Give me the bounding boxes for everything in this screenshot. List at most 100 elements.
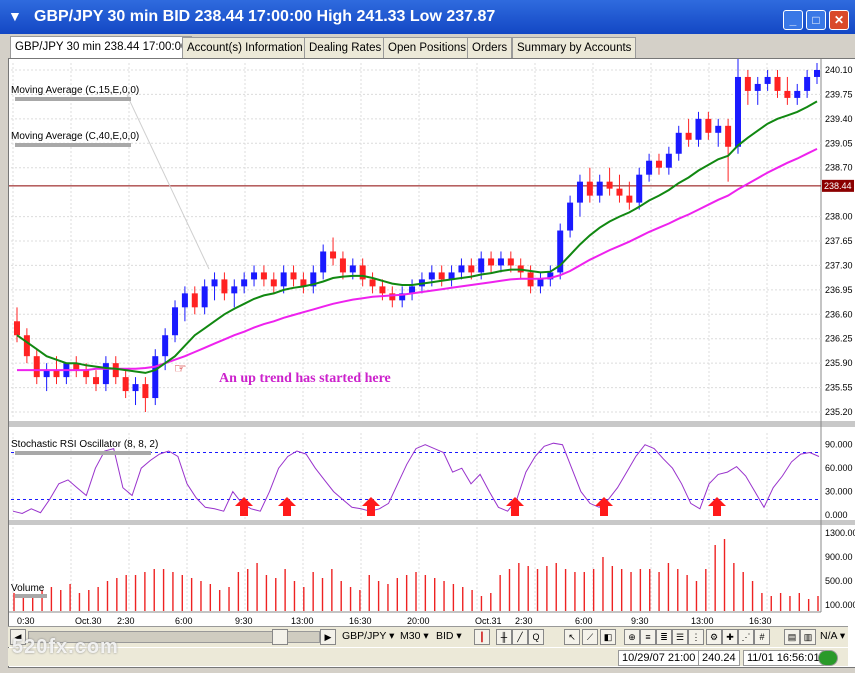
status-price: 240.24	[698, 650, 740, 666]
panel-separator	[9, 421, 855, 427]
na-value: N/A	[820, 630, 837, 642]
time-tick-label: Oct.30	[75, 616, 102, 626]
grid-icon[interactable]: #	[754, 629, 770, 645]
candle-body	[665, 153, 672, 168]
shapes-icon[interactable]: ◧	[600, 629, 616, 645]
chart-frame[interactable]: 240.10 239.75 239.40 239.05 238.70 238.00 237.…	[8, 58, 855, 668]
candle-body	[507, 258, 514, 266]
zoom-in-icon[interactable]: ⊕	[624, 629, 640, 645]
volume-tick-label: 1300.00	[825, 528, 855, 538]
ma15-label[interactable]: Moving Average (C,15,E,0,0)	[11, 85, 140, 96]
candle-body	[626, 195, 633, 203]
ma40-line	[17, 148, 818, 372]
tab-summary[interactable]: Summary by Accounts	[512, 37, 637, 58]
candle-body	[774, 76, 781, 91]
candle-body	[547, 272, 554, 280]
scroll-right-button[interactable]: ▶	[320, 629, 336, 645]
trend-line-icon[interactable]: ⟋	[582, 629, 598, 645]
candle-body	[646, 160, 653, 175]
price-tick-label: 237.65	[825, 236, 853, 246]
period-separator-icon[interactable]: ⋰	[738, 629, 754, 645]
candle-body	[330, 251, 337, 259]
ma40-label[interactable]: Moving Average (C,40,E,0,0)	[11, 131, 140, 142]
candle-body	[152, 356, 159, 399]
tab-dealing-rates[interactable]: Dealing Rates	[304, 37, 387, 58]
na-select[interactable]: N/A ▾	[820, 630, 846, 642]
candle-body	[695, 118, 702, 140]
candle-body	[231, 286, 238, 294]
candle-body	[359, 265, 366, 280]
scroll-track[interactable]	[28, 631, 320, 643]
candle-body	[53, 370, 60, 378]
bar-chart-icon[interactable]: ╫	[496, 629, 512, 645]
volume-tick-label: 500.00	[825, 576, 853, 586]
crosshair-icon[interactable]: ✚	[722, 629, 738, 645]
candle-body	[310, 272, 317, 287]
time-tick-label: 6:00	[175, 616, 193, 626]
panel-separator	[9, 520, 855, 525]
scroll-thumb[interactable]	[272, 629, 288, 645]
candle-body	[142, 384, 149, 399]
quote-icon[interactable]: Q	[528, 629, 544, 645]
stoch-tick-label: 30.000	[825, 487, 853, 497]
tab-orders[interactable]: Orders	[467, 37, 513, 58]
cursor-icon[interactable]: ↖	[564, 629, 580, 645]
candle-body	[616, 188, 623, 196]
status-datetime: 10/29/07 21:00	[618, 650, 700, 666]
time-tick-label: 0:30	[17, 616, 35, 626]
tab-accounts[interactable]: Account(s) Information	[182, 37, 308, 58]
chart-svg[interactable]: 240.10 239.75 239.40 239.05 238.70 238.00 237.…	[9, 59, 855, 627]
candle-body	[438, 272, 445, 280]
timeframe-select[interactable]: M30 ▾	[400, 630, 429, 642]
candle-body	[557, 230, 564, 273]
time-tick-label: 13:00	[291, 616, 314, 626]
tab-open-positions[interactable]: Open Positions	[383, 37, 471, 58]
side-select[interactable]: BID ▾	[436, 630, 462, 642]
candle-body	[754, 83, 761, 91]
candle-body	[784, 90, 791, 98]
fibonacci-icon[interactable]: ≡	[640, 629, 656, 645]
print-icon[interactable]: ▤	[784, 629, 800, 645]
candle-body	[715, 125, 722, 133]
candle-body	[221, 279, 228, 294]
buy-signal-arrow-icon	[278, 497, 296, 516]
minimize-button[interactable]: _	[783, 10, 803, 30]
scroll-left-button[interactable]: ◀	[10, 629, 26, 645]
app-logo-icon: ▼	[8, 8, 22, 24]
label-connector	[126, 94, 210, 270]
current-price-box	[822, 179, 854, 192]
fib-fan-icon[interactable]: ≣	[656, 629, 672, 645]
candle-body	[33, 356, 40, 378]
candle-body	[586, 181, 593, 196]
symbol-select[interactable]: GBP/JPY ▾	[342, 630, 395, 642]
price-tick-label: 238.70	[825, 163, 853, 173]
volume-label-bar	[15, 594, 47, 598]
close-button[interactable]: ✕	[829, 10, 849, 30]
price-tick-label: 235.90	[825, 358, 853, 368]
fib-arc-icon[interactable]: ☰	[672, 629, 688, 645]
stoch-label[interactable]: Stochastic RSI Oscillator (8, 8, 2)	[11, 439, 159, 450]
title-bar: ▼ GBP/JPY 30 min BID 238.44 17:00:00 Hig…	[0, 0, 855, 34]
price-tick-label: 238.00	[825, 212, 853, 222]
volume-label[interactable]: Volume	[11, 583, 45, 594]
candle-body	[181, 293, 188, 308]
template-icon[interactable]: ▥	[800, 629, 816, 645]
price-tick-label: 239.75	[825, 89, 853, 99]
candle-body	[14, 321, 20, 336]
channel-icon[interactable]: ⋮	[688, 629, 704, 645]
candle-body	[725, 125, 732, 147]
candle-body	[764, 76, 771, 84]
candle-body	[172, 307, 179, 336]
chart-toolbar: ◀ ▶ GBP/JPY ▾ M30 ▾ BID ▾ ┃ ╫ ╱ Q ↖ ⟋ ◧ …	[8, 626, 848, 647]
stoch-line	[12, 442, 820, 515]
candle-body	[428, 272, 435, 280]
line-chart-icon[interactable]: ╱	[512, 629, 528, 645]
maximize-button[interactable]: □	[806, 10, 826, 30]
price-tick-label: 235.55	[825, 383, 853, 393]
chart-background	[9, 59, 855, 627]
candle-body	[379, 286, 386, 294]
settings-icon[interactable]: ⚙	[706, 629, 722, 645]
candlestick-icon[interactable]: ┃	[474, 629, 490, 645]
tab-chart[interactable]: GBP/JPY 30 min 238.44 17:00:00	[10, 36, 193, 59]
candle-body	[349, 265, 356, 273]
